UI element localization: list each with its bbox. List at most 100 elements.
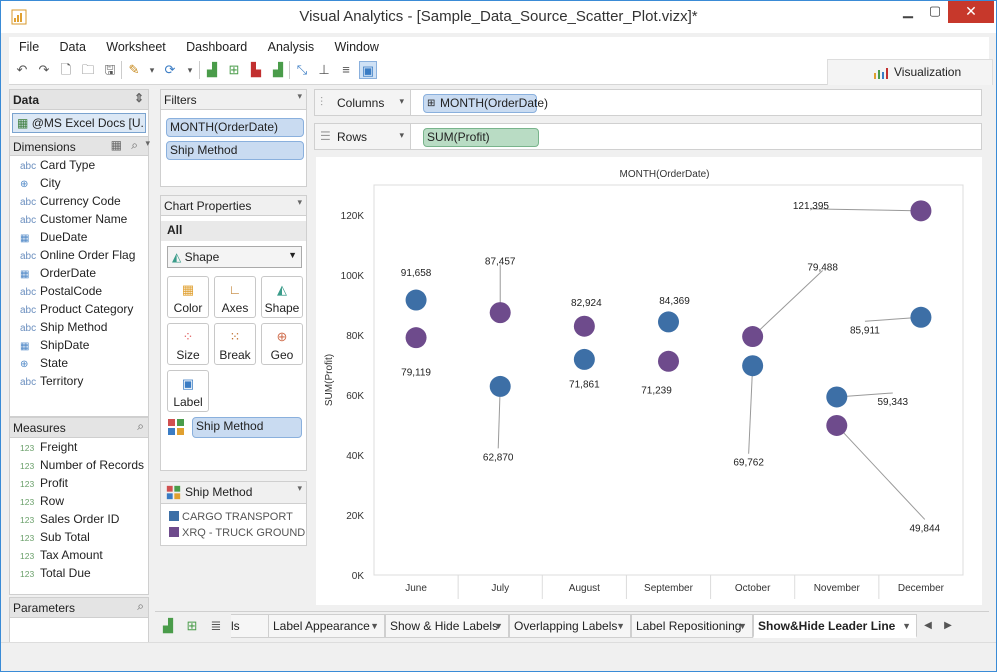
sheet-tab-bar: ▟ ⊞ ≣ ls Label Appearance ▼ Show & Hide L… [155,611,989,639]
sort-descending-icon[interactable]: ≡ [342,62,350,77]
field-item[interactable]: abc Territory [10,372,148,390]
chevron-down-icon[interactable]: ▾ [297,483,302,493]
field-item[interactable]: 123 Tax Amount [10,546,148,564]
field-item[interactable]: abc Product Category [10,300,148,318]
filter-pill[interactable]: MONTH(OrderDate) [166,118,304,137]
chevron-down-icon[interactable]: ▾ [399,96,404,106]
dimensions-header: Dimensions ▦ ⌕ ▾ [10,136,150,156]
field-item[interactable]: 123 Total Due [10,564,148,582]
chevron-down-icon[interactable]: ▾ [399,130,404,140]
chevron-down-icon[interactable]: ▼ [738,621,747,631]
legend-item[interactable]: XRQ - TRUCK GROUND [169,527,305,539]
redo-icon[interactable]: ↷ [38,62,50,77]
show-labels-icon[interactable]: ▣ [359,61,377,79]
new-dashboard-icon[interactable]: ⊞ [186,618,198,633]
field-item[interactable]: 123 Freight [10,438,148,456]
field-item[interactable]: 123 Sales Order ID [10,510,148,528]
number-field-icon: 123 [20,569,35,579]
new-worksheet-icon[interactable]: ▟ [207,62,217,77]
search-icon[interactable]: ⌕ [137,419,144,433]
chevron-down-icon[interactable]: ▼ [902,621,911,631]
tab-visualization[interactable]: Visualization [827,59,993,85]
rows-pill[interactable]: SUM(Profit) [423,128,539,147]
grid-view-icon[interactable]: ▦ [110,138,122,152]
menu-analysis[interactable]: Analysis [267,40,315,54]
field-item[interactable]: abc Card Type [10,156,148,174]
new-file-icon[interactable]: 🗋 [60,62,72,77]
filters-title: Filters [164,93,197,107]
break-button[interactable]: ⁙ Break [214,323,256,365]
field-item[interactable]: ⊕ State [10,354,148,372]
open-folder-icon[interactable]: 🗀 [81,62,95,77]
field-item[interactable]: 123 Sub Total [10,528,148,546]
field-item[interactable]: 123 Row [10,492,148,510]
sort-ascending-icon[interactable]: ⊥ [318,62,330,77]
chevron-down-icon[interactable]: ▼ [616,621,625,631]
field-item[interactable]: abc Customer Name [10,210,148,228]
columns-pill[interactable]: ⊞ MONTH(OrderDate) [423,94,548,113]
field-item[interactable]: ▦ OrderDate [10,264,148,282]
geo-button[interactable]: ⊕ Geo [261,323,303,365]
chevron-down-icon[interactable]: ▼ [494,621,503,631]
chevron-down-icon[interactable]: ▾ [297,197,302,207]
axes-button[interactable]: ∟ Axes [214,276,256,318]
sheet-tab[interactable]: ls [231,614,269,638]
field-item[interactable]: ▦ ShipDate [10,336,148,354]
field-item[interactable]: abc Ship Method [10,318,148,336]
sheet-tab[interactable]: Label Repositioning ▼ [631,614,753,638]
refresh-icon[interactable]: ⟳ [164,62,176,77]
chevron-down-icon[interactable]: ▾ [297,91,302,101]
scroll-right-icon[interactable]: ▶ [944,620,952,631]
maximize-button[interactable]: ▢ [928,3,942,18]
sheet-tab[interactable]: Show & Hide Labels ▼ [385,614,509,638]
field-item[interactable]: abc Currency Code [10,192,148,210]
menu-worksheet[interactable]: Worksheet [106,40,166,54]
menu-dashboard[interactable]: Dashboard [186,40,248,54]
filter-pill[interactable]: Ship Method [166,141,304,160]
mark-type-select[interactable]: ◭ Shape ▼ [167,246,302,268]
label-button[interactable]: ▣ Label [167,370,209,412]
sort-toggle-icon[interactable]: ⇕ [133,91,144,105]
field-item[interactable]: 123 Number of Records [10,456,148,474]
color-button[interactable]: ▦ Color [167,276,209,318]
legend-item[interactable]: CARGO TRANSPORT [169,511,293,523]
data-source-selector[interactable]: ▦ @MS Excel Docs [U... [12,113,146,133]
search-icon[interactable]: ⌕ [131,138,138,152]
size-button[interactable]: ⁘ Size [167,323,209,365]
field-item[interactable]: abc PostalCode [10,282,148,300]
scroll-left-icon[interactable]: ◀ [924,620,932,631]
field-item[interactable]: ▦ DueDate [10,228,148,246]
swap-axes-icon[interactable]: ⤡ [296,62,308,77]
new-worksheet-icon[interactable]: ▟ [163,618,173,633]
close-button[interactable]: ✕ [948,1,994,23]
new-dashboard-icon[interactable]: ⊞ [228,62,240,77]
field-item[interactable]: abc Online Order Flag [10,246,148,264]
menu-window[interactable]: Window [334,40,379,54]
save-icon[interactable]: 🖫 [104,62,116,77]
leader-line [810,208,921,212]
undo-icon[interactable]: ↶ [16,62,28,77]
field-item[interactable]: 123 Profit [10,474,148,492]
sheet-list-icon[interactable]: ≣ [210,618,222,633]
chevron-down-icon[interactable]: ▾ [149,65,155,75]
field-item[interactable]: ⊕ City [10,174,148,192]
clear-sheet-icon[interactable]: ▙ [251,62,261,77]
expand-icon[interactable]: ⊞ [427,98,436,109]
sheet-tab-active[interactable]: Show&Hide Leader Line ▼ [753,614,917,638]
duplicate-sheet-icon[interactable]: ▟ [273,62,283,77]
menu-file[interactable]: File [19,40,40,54]
data-source-name: @MS Excel Docs [U... [31,116,146,130]
shape-button[interactable]: ◭ Shape [261,276,303,318]
color-field-pill[interactable]: Ship Method [192,417,302,438]
minimize-button[interactable]: ▁ [903,3,913,18]
chevron-down-icon[interactable]: ▼ [370,621,379,631]
data-wizard-icon[interactable]: ✎ [128,62,140,77]
menu-bar: File Data Worksheet Dashboard Analysis W… [9,37,989,57]
chevron-down-icon[interactable]: ▾ [145,138,150,148]
sheet-tab[interactable]: Overlapping Labels ▼ [509,614,631,638]
menu-data[interactable]: Data [59,40,86,54]
x-tick-label: July [491,583,509,594]
search-icon[interactable]: ⌕ [137,599,144,613]
chevron-down-icon[interactable]: ▾ [187,65,193,75]
sheet-tab[interactable]: Label Appearance ▼ [268,614,385,638]
